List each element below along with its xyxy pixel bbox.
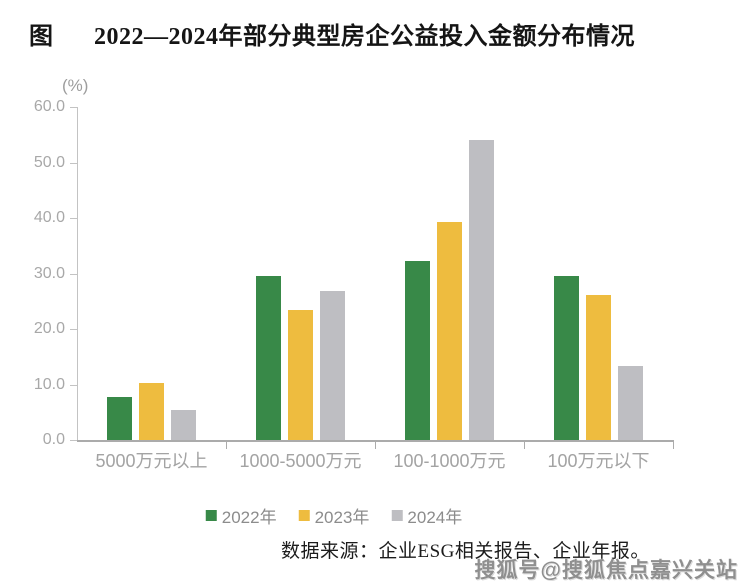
- bar-2023年-100万元以下: [586, 295, 611, 440]
- chart-title: 2022—2024年部分典型房企公益投入金额分布情况: [94, 24, 635, 50]
- y-axis-tick-label: 10.0: [33, 376, 65, 393]
- x-axis-tick: [524, 442, 525, 449]
- legend-swatch-icon: [298, 510, 310, 521]
- y-axis-unit-label: (%): [62, 76, 89, 95]
- bar-2024年-1000-5000万元: [320, 291, 345, 440]
- bar-2022年-100-1000万元: [405, 261, 430, 440]
- y-axis-tick: [70, 440, 77, 441]
- y-axis-tick: [70, 274, 77, 275]
- bar-2022年-1000-5000万元: [256, 276, 281, 440]
- y-axis-tick: [70, 107, 77, 108]
- x-axis-category-label: 1000-5000万元: [239, 451, 362, 471]
- legend-swatch-icon: [205, 510, 217, 521]
- x-axis-line: [77, 440, 674, 442]
- legend-label: 2022年: [221, 508, 277, 527]
- legend: 2022年 2023年 2024年: [205, 503, 462, 528]
- y-axis-tick: [70, 163, 77, 164]
- bar-2023年-100-1000万元: [437, 222, 462, 440]
- bar-2022年-5000万元以上: [107, 397, 132, 440]
- x-axis-tick: [673, 442, 674, 449]
- y-axis-tick: [70, 385, 77, 386]
- legend-item-2024年: 2024年: [391, 503, 462, 528]
- legend-label: 2023年: [314, 508, 370, 527]
- watermark: 搜狐号@搜狐焦点嘉兴关站: [474, 559, 738, 582]
- y-axis-line: [77, 107, 78, 440]
- y-axis-tick: [70, 329, 77, 330]
- bar-2024年-100-1000万元: [469, 140, 494, 440]
- bar-2024年-5000万元以上: [171, 410, 196, 440]
- y-axis-tick-label: 60.0: [33, 98, 65, 115]
- figure-label: 图: [29, 24, 54, 50]
- y-axis-tick-label: 0.0: [42, 431, 65, 448]
- y-axis-tick-label: 30.0: [33, 265, 65, 282]
- bar-2023年-5000万元以上: [139, 383, 164, 440]
- legend-item-2022年: 2022年: [205, 503, 277, 528]
- y-axis-tick-label: 50.0: [33, 154, 65, 171]
- bar-2022年-100万元以下: [554, 276, 579, 440]
- x-axis-tick: [226, 442, 227, 449]
- legend-swatch-icon: [391, 510, 403, 521]
- y-axis-tick: [70, 218, 77, 219]
- source-note: 数据来源：企业ESG相关报告、企业年报。: [281, 541, 650, 562]
- bar-2024年-100万元以下: [618, 366, 643, 440]
- bar-2023年-1000-5000万元: [288, 310, 313, 440]
- y-axis-tick-label: 20.0: [33, 320, 65, 337]
- y-axis-tick-label: 40.0: [33, 209, 65, 226]
- x-axis-tick: [375, 442, 376, 449]
- legend-label: 2024年: [407, 508, 463, 527]
- x-axis-category-label: 100万元以下: [547, 451, 650, 471]
- x-axis-category-label: 100-1000万元: [393, 451, 506, 471]
- legend-item-2023年: 2023年: [298, 503, 370, 528]
- x-axis-category-label: 5000万元以上: [95, 451, 208, 471]
